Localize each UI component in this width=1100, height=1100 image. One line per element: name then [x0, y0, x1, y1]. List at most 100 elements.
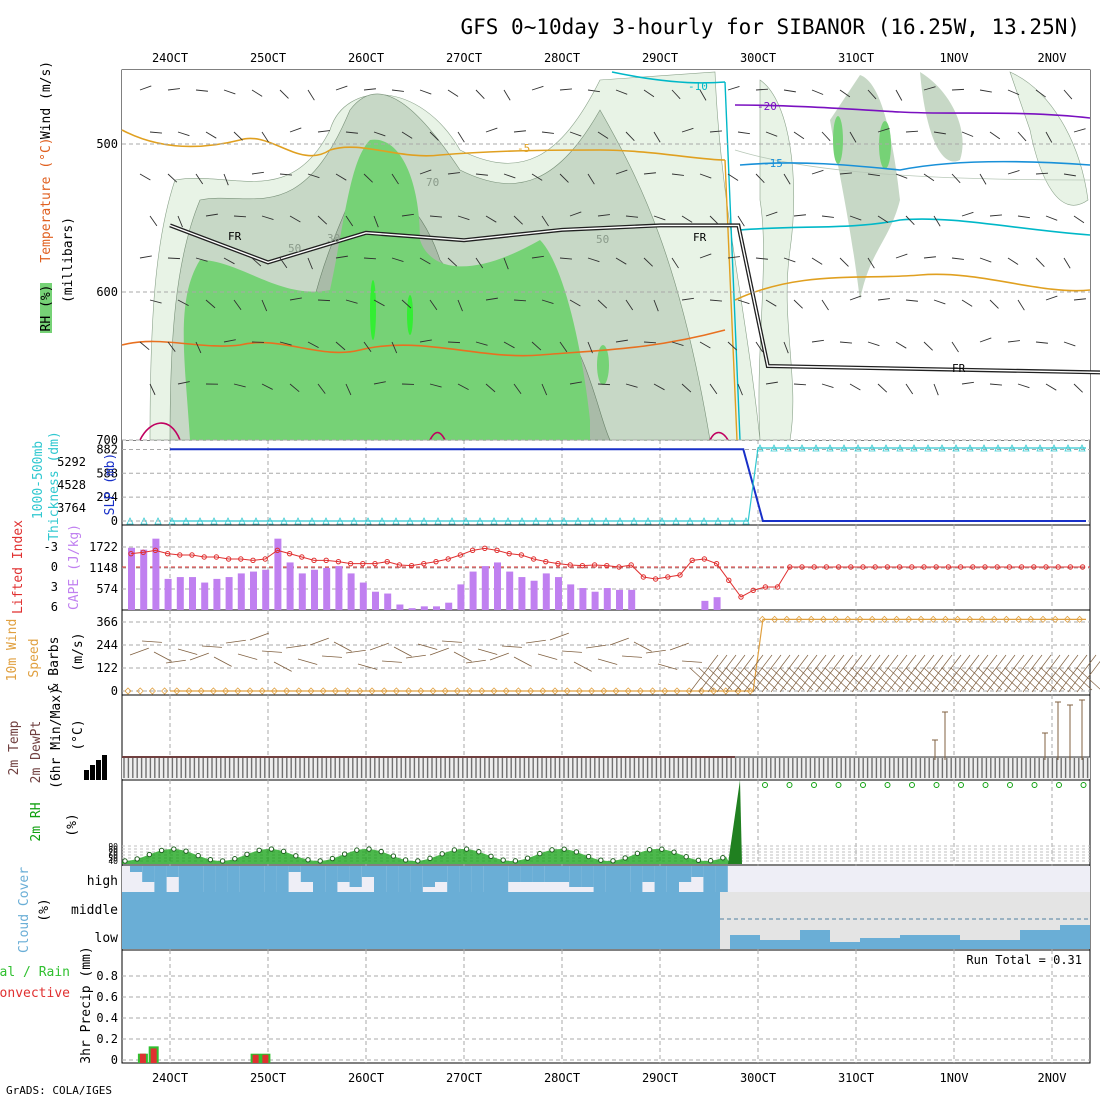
- cape-bar: [201, 582, 209, 610]
- wind-barb-10m: [345, 649, 366, 654]
- wind-speed-marker: [161, 687, 169, 695]
- wind-speed-marker: [966, 615, 974, 623]
- temp-units-label: (°C): [71, 719, 86, 750]
- wind-barb: [233, 299, 242, 310]
- rh2m-point: [634, 850, 641, 857]
- cloud-high-bar: [361, 866, 374, 877]
- wind-barb: [933, 215, 941, 227]
- wind-barb: [205, 213, 218, 217]
- isotherm--10: [611, 71, 1091, 236]
- thickness-marker: [126, 517, 134, 525]
- wind-barb: [839, 257, 849, 267]
- wind-barb: [961, 381, 974, 385]
- wind-barb-10m: [797, 667, 823, 691]
- wind-speed-marker: [307, 687, 315, 695]
- wind-barb: [475, 89, 485, 99]
- li-point: [311, 557, 317, 564]
- wind-speed-marker: [893, 615, 901, 623]
- wind-barb-10m: [698, 654, 728, 693]
- rh2m-point: [707, 858, 714, 864]
- rh2m-point: [683, 854, 689, 860]
- wind-barb: [905, 130, 919, 133]
- wind-speed-marker: [368, 687, 376, 695]
- wind-barb-10m: [941, 667, 967, 691]
- wind-speed-marker: [673, 687, 681, 695]
- wind-barb: [699, 253, 712, 259]
- wind-barb-10m: [429, 647, 449, 656]
- rh2m-axis-label: 2m RH: [29, 802, 44, 841]
- wind-barb-10m: [968, 654, 998, 693]
- wind-barb-10m: [986, 654, 1016, 693]
- wind-speed-marker: [1027, 615, 1035, 623]
- rh-contour-50: [920, 72, 963, 162]
- wind-barb-10m: [788, 654, 818, 693]
- thickness-marker: [798, 444, 806, 452]
- wind-barb: [933, 131, 946, 135]
- wind-barb-10m: [333, 641, 352, 652]
- wind-speed-marker: [490, 687, 498, 695]
- li-point: [152, 547, 159, 554]
- wind-barb-10m: [869, 654, 899, 693]
- rh2m-point: [219, 858, 226, 864]
- wind-barb: [335, 85, 348, 91]
- wind-barb: [625, 215, 638, 218]
- wind-barb: [951, 173, 961, 184]
- cloud-high-bar: [130, 866, 143, 872]
- wind-barb-10m: [1022, 654, 1052, 693]
- wind-speed-marker: [478, 687, 486, 695]
- bottom-date-ticks: 24OCT 25OCT 26OCT 27OCT 28OCT 29OCT 30OCT 31OCT…: [152, 1071, 1067, 1085]
- rh-contour-90: [879, 121, 891, 169]
- thickness-marker: [1022, 444, 1030, 452]
- top-tick-label: 27OCT: [446, 51, 482, 65]
- li-point: [762, 584, 769, 590]
- wind-barb-10m: [669, 642, 689, 651]
- wind-barb-10m: [707, 667, 733, 691]
- cloud-low-bar: [860, 938, 900, 949]
- wind-barb-10m: [797, 654, 827, 693]
- rh-axis-label: RH (%): [39, 285, 54, 332]
- wind-barb: [335, 255, 348, 259]
- cape-bar: [286, 562, 294, 610]
- cloud-high-bar: [264, 866, 277, 892]
- cloud-high-bar: [337, 866, 350, 882]
- li-point: [823, 564, 830, 570]
- wind-barb: [177, 215, 183, 228]
- wind-barb: [531, 173, 543, 181]
- wind-barb: [559, 173, 569, 183]
- wind-barb: [587, 173, 595, 185]
- wind-speed-marker: [258, 687, 266, 695]
- cloud-high-bar: [520, 866, 533, 882]
- cape-bar: [152, 538, 160, 610]
- wind-barb: [783, 173, 791, 185]
- wind-barb: [681, 297, 694, 301]
- li-point: [1018, 564, 1025, 570]
- wind-barb-10m: [950, 667, 976, 691]
- cloud-panel: high middle low Cloud Cover (%): [17, 866, 1090, 953]
- thickness-marker: [392, 517, 400, 525]
- cape-bar: [262, 569, 270, 610]
- panel-frame-wind: [121, 609, 1091, 696]
- wind-barb-10m: [621, 655, 642, 658]
- wind-barb: [195, 341, 202, 354]
- thickness-marker: [336, 517, 344, 525]
- bottom-tick-label: 26OCT: [348, 1071, 384, 1085]
- top-tick-label: 1NOV: [940, 51, 969, 65]
- wind-barb: [839, 341, 852, 344]
- wind-barb: [587, 257, 600, 263]
- cape-bar: [603, 588, 611, 610]
- rh2m-point: [402, 857, 409, 863]
- temp-dewpoint-panel: 2m Temp 2m DewPt (6hr Min/Max) (°C): [7, 687, 1090, 789]
- rh-contour-30: [734, 149, 1091, 181]
- chart-title: GFS 0~10day 3-hourly for SIBANOR (16.25W…: [460, 15, 1080, 39]
- wind-speed-marker: [905, 615, 913, 623]
- wind-speed-marker: [954, 615, 962, 623]
- wind-speed-marker: [807, 615, 815, 623]
- wind-barb: [923, 341, 933, 351]
- wind-barb: [671, 341, 684, 346]
- wind-barb: [279, 173, 292, 176]
- wind-speed-marker: [868, 615, 876, 623]
- thickness-marker: [196, 517, 204, 525]
- li-point: [250, 557, 256, 564]
- wind-barb-10m: [716, 654, 746, 693]
- thickness-marker: [700, 517, 708, 525]
